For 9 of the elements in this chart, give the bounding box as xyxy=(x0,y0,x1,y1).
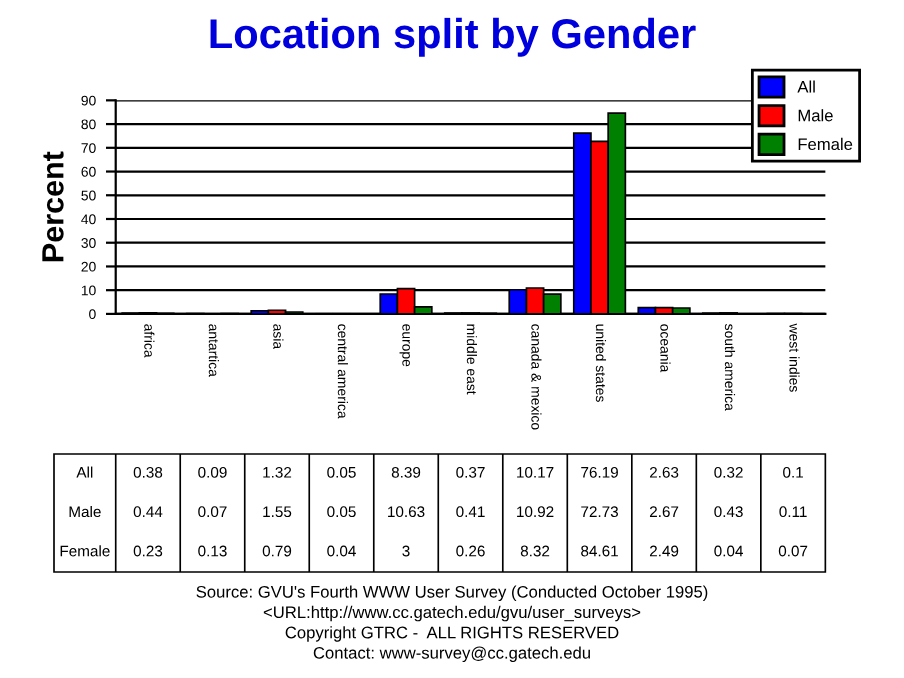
text: Copyright GTRC - ALL RIGHTS RESERVED xyxy=(285,626,619,642)
legend-label: Female xyxy=(798,137,853,151)
source-note: Source: GVU's Fourth WWW User Survey (Conducted October 1995) xyxy=(196,585,708,602)
legend-label: Male xyxy=(798,109,833,122)
y-axis-title: Percent xyxy=(42,151,64,262)
legend-label: All xyxy=(797,80,815,93)
text: Contact: www-survey@cc.gatech.edu xyxy=(313,646,590,663)
chart-title: Location split by Gender xyxy=(210,17,696,57)
text: <URL:http://www.cc.gatech.edu/gvu/user_surveys> xyxy=(263,605,641,622)
